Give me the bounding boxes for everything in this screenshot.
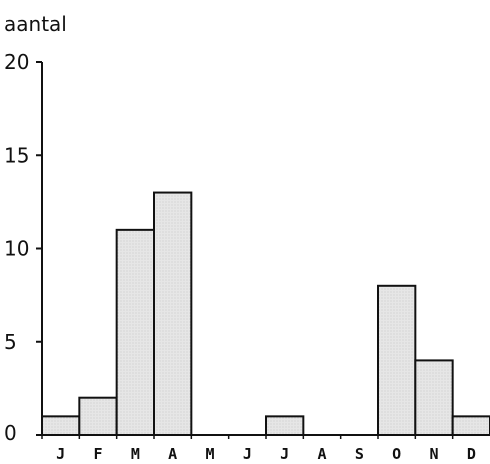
x-tick-label: F (93, 445, 102, 463)
y-tick-label: 0 (4, 421, 17, 445)
bar (265, 415, 305, 437)
bar (78, 396, 118, 437)
bar (414, 359, 454, 436)
bar (41, 415, 81, 437)
x-tick-label: A (168, 445, 177, 463)
x-tick-label: M (205, 445, 214, 463)
x-tick-label: M (131, 445, 140, 463)
y-tick-label: 10 (4, 237, 29, 261)
x-tick-label: N (429, 445, 438, 463)
bars-group (41, 191, 490, 437)
x-tick-label: O (392, 445, 401, 463)
y-tick-label: 20 (4, 50, 29, 74)
bar (451, 415, 490, 437)
bar (153, 191, 193, 436)
x-tick-label: D (467, 445, 476, 463)
x-tick-label: A (317, 445, 326, 463)
y-tick-label: 15 (4, 143, 29, 167)
bar (377, 284, 417, 436)
x-tick-label: J (243, 445, 252, 463)
x-tick-label: J (56, 445, 65, 463)
y-axis-ticks: 0 5 10 15 20 (4, 50, 42, 445)
y-tick-label: 5 (4, 330, 17, 354)
y-axis-label: aantal (4, 12, 67, 36)
x-tick-label: S (355, 445, 364, 463)
x-tick-label: J (280, 445, 289, 463)
bar (115, 228, 155, 436)
